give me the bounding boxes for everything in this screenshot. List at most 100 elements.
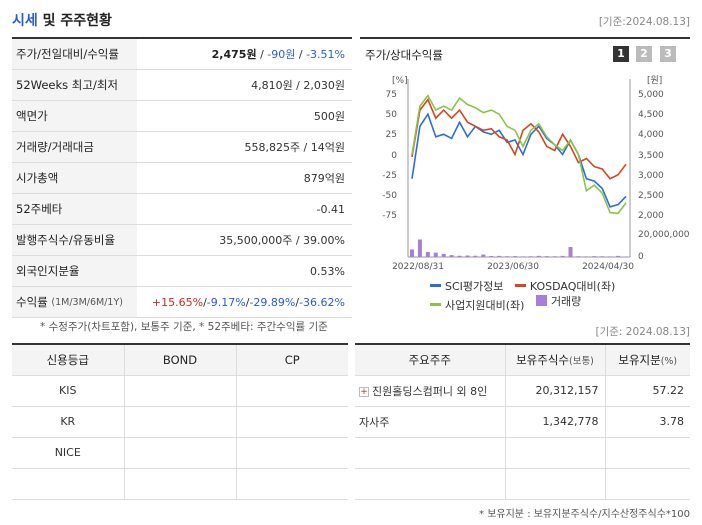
volume-bar [568,247,573,257]
table-cell [235,375,348,407]
volume-bar [552,256,557,257]
table-cell [235,406,348,438]
legend-item: KOSDAQ대비(좌) [514,278,615,293]
volume-bar [465,255,470,257]
quote-value: 35,500,000주 / 39.00% [219,234,345,247]
table-cell [123,437,236,469]
volume-bar [513,256,518,257]
table-header-row: 주요주주 보유주식수(보통) 보유지분(%) [355,344,690,376]
volume-bar [505,256,510,257]
right-tick-label: 4,000 [638,130,664,140]
ratio-cell [604,468,690,500]
volume-bar [489,256,494,257]
quote-value: 558,825주 / 14억원 [244,141,345,154]
table-cell [123,468,236,500]
right-tick-label: 3,500 [638,151,664,161]
right-tick-label: 3,000 [638,171,664,181]
title-rest: 및 주주현황 [37,13,112,29]
left-tick-label: -25 [382,171,397,181]
returns-value: +15.65%/-9.17%/-29.89%/-36.62% [151,295,345,309]
section-header: 시세 및 주주현황 [기준:2024.08.13] [12,8,690,32]
volume-bar [425,252,430,257]
quote-row: 52Weeks 최고/최저 4,810원 / 2,030원 [12,70,352,101]
quote-label: 주가/전일대비/수익률 [12,39,137,69]
shares-cell: 20,312,157 [504,375,605,407]
major-shareholders-table: 주요주주 보유주식수(보통) 보유지분(%) + 진원홀딩스컴퍼니 외 8인 20… [355,343,690,500]
column-header: 주요주주 [355,344,505,376]
shareholder-name [355,437,505,469]
section-title: 시세 및 주주현황 [12,10,112,30]
reference-date: [기준:2024.08.13] [598,16,690,28]
legend-item: 사업지원대비(좌) [430,297,524,312]
quote-row: 시가총액 879억원 [12,163,352,194]
shares-cell: 1,342,778 [504,406,605,438]
right-tick-label: 2,000 [638,211,664,221]
quote-label: 수익률 (1M/3M/6M/1Y) [12,287,137,317]
quote-label: 액면가 [12,101,137,131]
current-price: 2,475원 [211,48,257,61]
ratio-cell [604,437,690,469]
quote-label: 52Weeks 최고/최저 [12,70,137,100]
chart-tab-3[interactable]: 3 [660,46,676,62]
table-row: NICE [12,437,348,469]
volume-bar [576,256,581,257]
chart-tab-2[interactable]: 2 [636,46,652,62]
quote-label: 외국인지분율 [12,256,137,286]
ratio-cell: 57.22 [604,375,690,407]
table-cell: NICE [12,437,124,469]
series-line [411,98,627,180]
legend-swatch [535,295,547,306]
quote-row: 주가/전일대비/수익률 2,475원 / -90원 / -3.51% [12,39,352,70]
credit-rating-table: 신용등급 BOND CP KIS KR NICE [12,343,348,500]
left-tick-label: 50 [386,110,398,120]
right-tick-label: 4,500 [638,110,664,120]
volume-bar [592,256,597,257]
volume-bar [616,255,621,257]
x-tick-label: 2024/04/30 [582,262,634,272]
volume-bar [441,253,446,257]
column-header: 보유주식수(보통) [504,344,605,376]
table-row [355,437,690,469]
quote-label: 시가총액 [12,163,137,193]
left-tick-label: 0 [391,151,397,161]
shareholder-name[interactable]: + 진원홀딩스컴퍼니 외 8인 [355,375,505,407]
quote-label: 거래량/거래대금 [12,132,137,162]
table-cell: KIS [12,375,124,407]
volume-bar [560,255,565,257]
volume-bar [410,249,414,257]
volume-tick-label: 0 [638,252,644,262]
chart-title: 주가/상대수익률 [365,48,443,62]
volume-tick-label: 20,000,000 [638,230,690,240]
shares-cell [504,437,605,469]
table-row: 자사주 1,342,778 3.78 [355,406,690,438]
quote-row: 외국인지분율 0.53% [12,256,352,287]
return-3m: -9.17% [206,295,246,309]
return-1y: -36.62% [299,295,345,309]
x-tick-label: 2022/08/31 [392,262,444,272]
volume-bar [497,255,502,257]
volume-bar [528,256,533,257]
volume-bar [608,256,613,257]
quote-row: 52주베타 -0.41 [12,194,352,225]
table-cell [235,468,348,500]
chart-reference-date: [기준: 2024.08.13] [595,326,690,338]
volume-bar [544,256,549,257]
x-tick-label: 2023/06/30 [487,262,539,272]
table-row: KR [12,406,348,438]
quote-row: 액면가 500원 [12,101,352,132]
quote-value: 0.53% [310,264,345,278]
expand-plus-icon[interactable]: + [359,386,369,397]
legend-item: 거래량 [535,293,581,308]
volume-bar [449,255,454,257]
series-line [411,112,627,208]
legend-swatch [514,284,526,287]
volume-bar [457,255,462,257]
column-header: BOND [123,344,236,376]
table-cell: KR [12,406,124,438]
legend-item: SCI평가정보 [430,278,503,293]
chart-tab-1[interactable]: 1 [613,46,629,62]
quote-table: 주가/전일대비/수익률 2,475원 / -90원 / -3.51% 52Wee… [12,37,352,318]
quote-label: 발행주식수/유동비율 [12,225,137,255]
volume-bar [433,252,438,257]
right-tick-label: 2,500 [638,191,664,201]
